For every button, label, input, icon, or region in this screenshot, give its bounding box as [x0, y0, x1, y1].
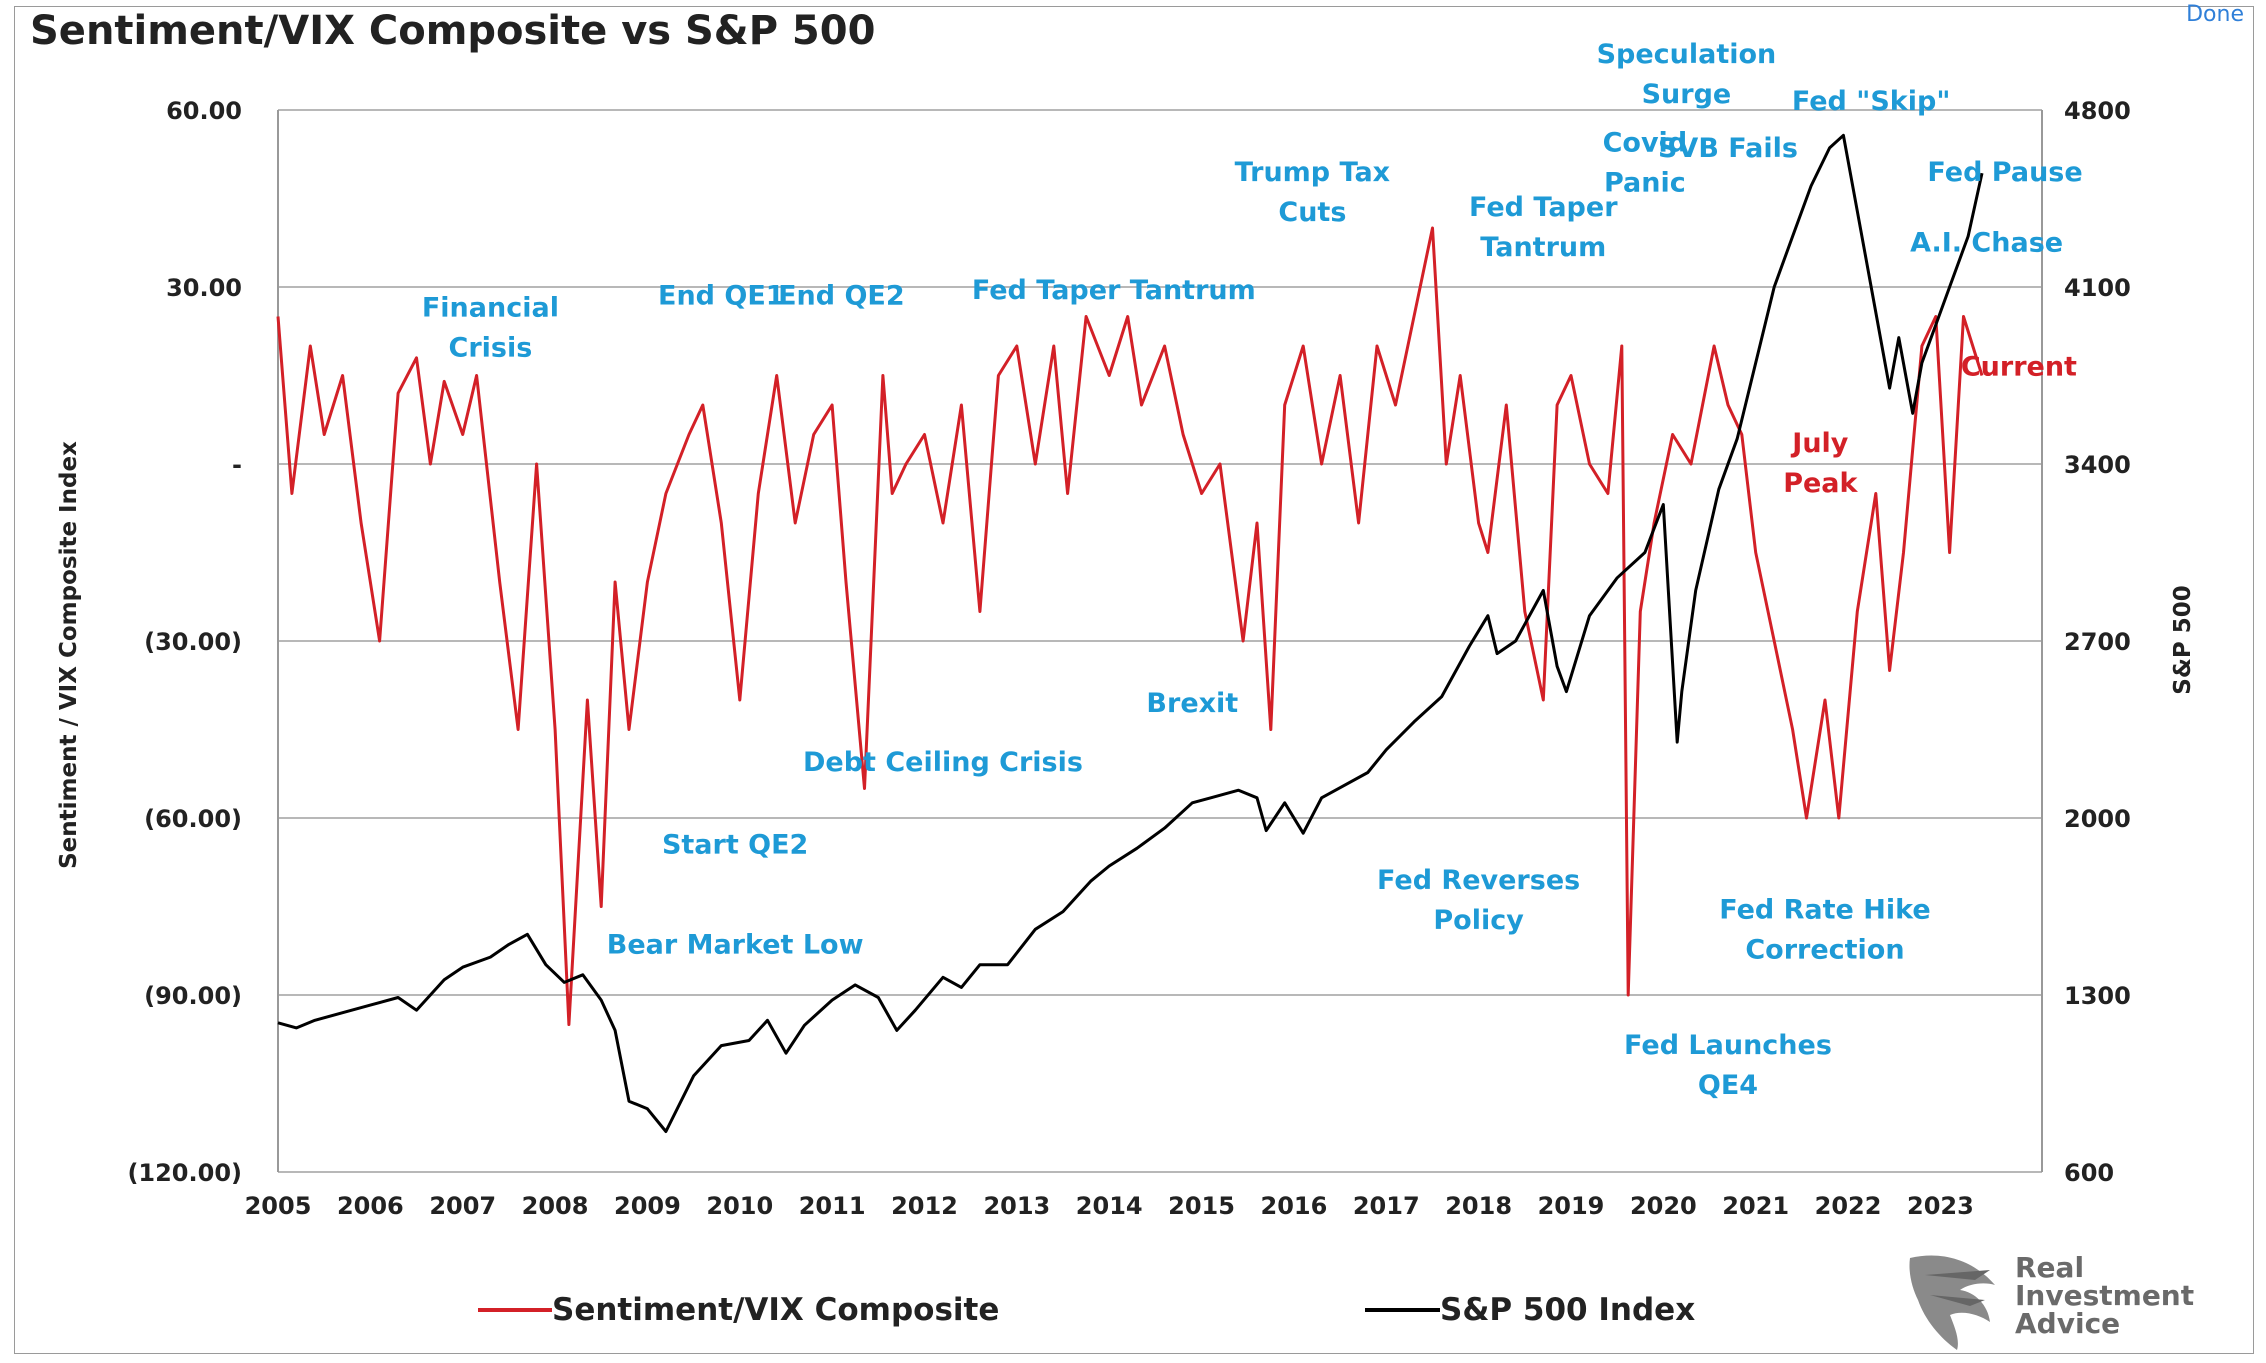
- series-layer: [276, 133, 1984, 1133]
- logo-line-3: Advice: [2015, 1307, 2120, 1340]
- annotation-label: July Peak: [1783, 428, 1858, 499]
- x-tick-label: 2021: [1722, 1192, 1789, 1220]
- x-tick-label: 2018: [1445, 1192, 1512, 1220]
- annotation-label: A.I. Chase: [1910, 228, 2063, 259]
- annotation-label: Trump Tax Cuts: [1235, 157, 1390, 228]
- annotation-label: Covid Panic: [1603, 127, 1688, 198]
- annotation-label: Debt Ceiling Crisis: [803, 747, 1083, 778]
- x-tick-label: 2017: [1353, 1192, 1420, 1220]
- y-tick-label: (90.00): [144, 982, 242, 1010]
- x-tick-label: 2011: [799, 1192, 866, 1220]
- x-tick-label: 2012: [891, 1192, 958, 1220]
- annotation-label: Fed "Skip": [1792, 86, 1951, 117]
- logo: Real Investment Advice: [1909, 1251, 2194, 1350]
- x-tick-label: 2019: [1538, 1192, 1605, 1220]
- y2-tick-label: 600: [2064, 1159, 2114, 1187]
- x-tick-label: 2005: [245, 1192, 312, 1220]
- y-tick-label: (60.00): [144, 805, 242, 833]
- done-button[interactable]: Done: [2186, 2, 2244, 27]
- annotation-label: End QE2: [778, 281, 905, 312]
- y-tick-label: -: [232, 451, 242, 479]
- annotation-label: Fed Taper Tantrum: [1469, 192, 1618, 263]
- x-tick-label: 2006: [337, 1192, 404, 1220]
- x-tick-label: 2023: [1907, 1192, 1974, 1220]
- y2-tick-label: 1300: [2064, 982, 2131, 1010]
- annotation-label: SVB Fails: [1658, 133, 1798, 164]
- annotation-label: Speculation Surge: [1597, 39, 1777, 110]
- annotation-label: Current: [1961, 352, 2077, 383]
- eagle-logo-icon: [1909, 1255, 1995, 1350]
- x-axis: 2005 2006 2007 2008 2009 2010 2011 2012 2013 2014…: [245, 1192, 1974, 1220]
- chart-title: Sentiment/VIX Composite vs S&P 500: [30, 8, 875, 54]
- annotation-label: Fed Taper Tantrum: [972, 275, 1256, 306]
- y2-tick-label: 2000: [2064, 805, 2131, 833]
- annotation-label: Brexit: [1146, 688, 1238, 719]
- x-tick-label: 2008: [522, 1192, 589, 1220]
- gridlines: [277, 109, 2043, 1173]
- x-tick-label: 2013: [983, 1192, 1050, 1220]
- annotation-label: Bear Market Low: [607, 930, 864, 961]
- x-tick-label: 2015: [1168, 1192, 1235, 1220]
- annotation-label: Fed Launches QE4: [1624, 1030, 1832, 1101]
- series-line-sentiment: [276, 226, 1984, 1026]
- y2-tick-label: 4100: [2064, 274, 2131, 302]
- y2-axis-title: S&P 500: [2170, 585, 2196, 695]
- y-tick-label: 30.00: [166, 274, 242, 302]
- y-tick-label: (120.00): [127, 1159, 242, 1187]
- x-tick-label: 2022: [1815, 1192, 1882, 1220]
- y2-tick-label: 4800: [2064, 97, 2131, 125]
- x-tick-label: 2016: [1261, 1192, 1328, 1220]
- annotation-label: Start QE2: [662, 829, 808, 860]
- y-tick-label: 60.00: [166, 97, 242, 125]
- x-tick-label: 2014: [1076, 1192, 1143, 1220]
- legend-sp500-label: S&P 500 Index: [1440, 1292, 1695, 1328]
- annotation-label: Fed Reverses Policy: [1377, 865, 1580, 936]
- logo-line-2: Investment: [2015, 1279, 2194, 1312]
- y2-tick-label: 3400: [2064, 451, 2131, 479]
- logo-line-1: Real: [2015, 1251, 2084, 1284]
- left-axis: 60.00 30.00 - (30.00) (60.00) (90.00) (120.00): [127, 97, 242, 1187]
- annotation-label: Financial Crisis: [422, 293, 559, 364]
- x-tick-label: 2007: [429, 1192, 496, 1220]
- y2-tick-label: 2700: [2064, 628, 2131, 656]
- x-tick-label: 2010: [706, 1192, 773, 1220]
- legend: Sentiment/VIX Composite S&P 500 Index: [478, 1292, 1695, 1328]
- annotation-label: End QE1: [658, 281, 785, 312]
- x-tick-label: 2009: [614, 1192, 681, 1220]
- annotation-label: Fed Rate Hike Correction: [1719, 894, 1930, 965]
- legend-sentiment-label: Sentiment/VIX Composite: [552, 1292, 999, 1328]
- y-axis-title: Sentiment / VIX Composite Index: [56, 441, 82, 869]
- annotation-label: Fed Pause: [1927, 157, 2082, 188]
- right-axis: 4800 4100 3400 2700 2000 1300 600: [2064, 97, 2131, 1187]
- series-line-sp500: [277, 133, 1984, 1133]
- y-tick-label: (30.00): [144, 628, 242, 656]
- x-tick-label: 2020: [1630, 1192, 1697, 1220]
